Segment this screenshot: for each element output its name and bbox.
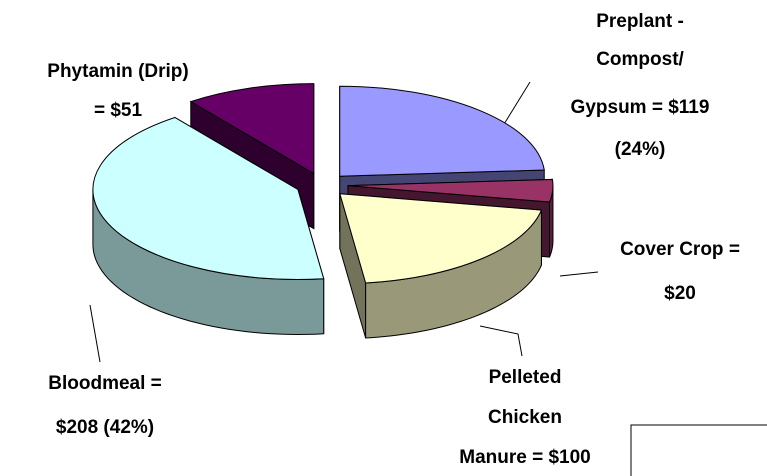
frame-box (630, 424, 767, 476)
labels: Preplant - Compost/Gypsum = $119 (24%) Cove… (47, 11, 740, 468)
data-label: Manure = $100 (459, 447, 591, 468)
leader-line (479, 325, 523, 357)
data-label: Preplant - (596, 11, 684, 32)
leader-line (559, 271, 599, 277)
slice (92, 116, 325, 336)
data-label: Pelleted (489, 367, 562, 388)
data-label: Gypsum = $119 (571, 97, 710, 118)
leader-line (89, 304, 101, 363)
data-label: Bloodmeal = (48, 373, 162, 394)
data-label: (24%) (615, 139, 666, 160)
slice-top (347, 178, 554, 203)
slice-top (92, 116, 325, 280)
slice-top (189, 83, 315, 175)
data-label: $20 (664, 283, 696, 304)
data-label: Chicken (488, 407, 562, 428)
data-label: $208 (42%) (56, 417, 154, 438)
slice-top (339, 193, 543, 284)
data-label: Cover Crop = (620, 239, 740, 260)
pie (92, 83, 554, 339)
slice (339, 193, 543, 339)
slice-top (339, 85, 545, 177)
data-label: Compost/ (596, 49, 684, 70)
data-label: = $51 (94, 100, 143, 121)
data-label: Phytamin (Drip) (47, 61, 188, 82)
